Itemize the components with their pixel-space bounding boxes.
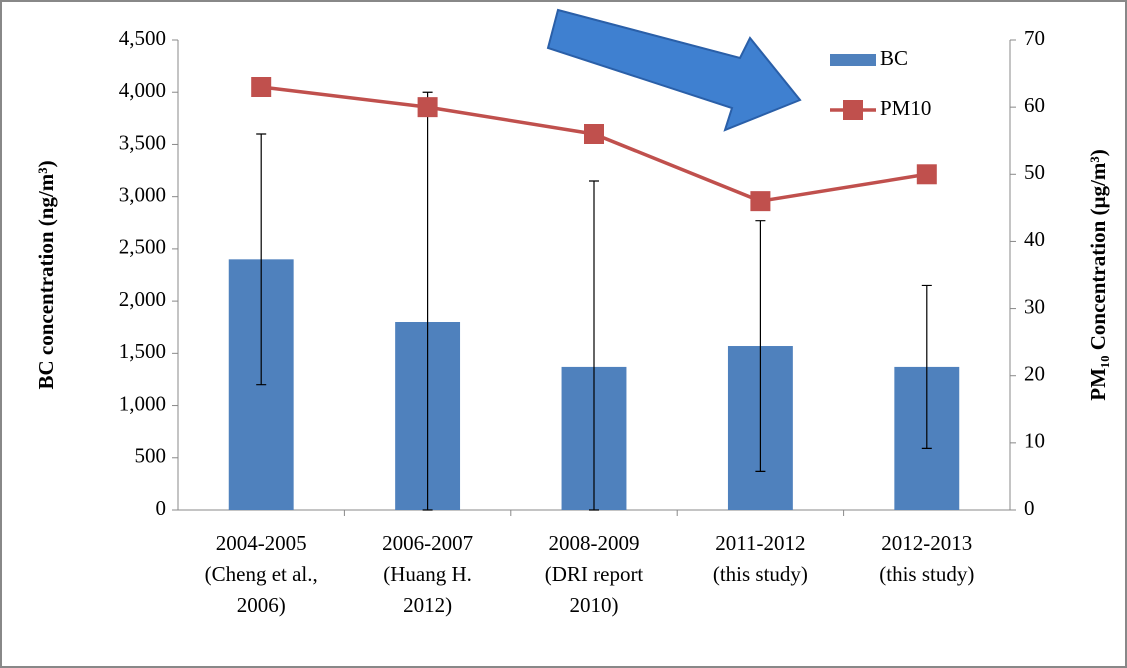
error-bar xyxy=(921,284,932,449)
x-tick-label: 2010) xyxy=(570,593,619,617)
legend-label: PM10 xyxy=(880,96,931,120)
x-tick-label: (this study) xyxy=(879,562,974,586)
y-tick-label: 1,000 xyxy=(119,391,166,415)
y-tick-label: 3,000 xyxy=(119,182,166,206)
y-tick-label: 2,500 xyxy=(119,235,166,259)
arrow-annotation xyxy=(546,8,802,132)
y-tick-label: 3,500 xyxy=(119,130,166,154)
marker xyxy=(916,164,937,185)
y2-tick-label: 10 xyxy=(1024,429,1045,453)
x-tick-label: 2006-2007 xyxy=(382,531,473,555)
marker xyxy=(417,97,438,118)
legend-label: BC xyxy=(880,46,908,70)
error-bar xyxy=(256,133,267,386)
y2-tick-label: 70 xyxy=(1024,26,1045,50)
y2-tick-label: 50 xyxy=(1024,160,1045,184)
y2-tick-label: 30 xyxy=(1024,294,1045,318)
x-tick-label: (Huang H. xyxy=(383,562,472,586)
y2-axis-label: PM₁₀ Concentration (µg/m³) xyxy=(1086,149,1110,400)
legend-swatch xyxy=(830,54,876,66)
x-tick-label: (Cheng et al., xyxy=(205,562,318,586)
x-tick-label: 2004-2005 xyxy=(216,531,307,555)
x-tick-label: 2012-2013 xyxy=(881,531,972,555)
marker xyxy=(251,77,272,97)
x-tick-label: (DRI report xyxy=(545,562,644,586)
y-tick-label: 0 xyxy=(156,496,167,520)
x-tick-label: 2011-2012 xyxy=(715,531,805,555)
y2-tick-label: 40 xyxy=(1024,227,1045,251)
y-tick-label: 4,000 xyxy=(119,78,166,102)
y-tick-label: 2,000 xyxy=(119,287,166,311)
error-bar xyxy=(422,91,433,511)
marker xyxy=(584,124,604,144)
y2-tick-label: 60 xyxy=(1024,93,1045,117)
y-tick-label: 1,500 xyxy=(119,339,166,363)
y-axis-label: BC concentration (ng/m³) xyxy=(34,160,58,389)
error-bar xyxy=(755,220,766,472)
x-tick-label: 2006) xyxy=(237,593,286,617)
y2-tick-label: 0 xyxy=(1024,496,1035,520)
legend-swatch xyxy=(843,100,863,120)
x-tick-label: 2012) xyxy=(403,593,452,617)
y2-tick-label: 20 xyxy=(1024,362,1045,386)
x-tick-label: 2008-2009 xyxy=(549,531,640,555)
error-bar xyxy=(589,180,599,511)
y-tick-label: 500 xyxy=(135,444,167,468)
x-tick-label: (this study) xyxy=(713,562,808,586)
y-tick-label: 4,500 xyxy=(119,26,166,50)
marker xyxy=(750,191,771,212)
